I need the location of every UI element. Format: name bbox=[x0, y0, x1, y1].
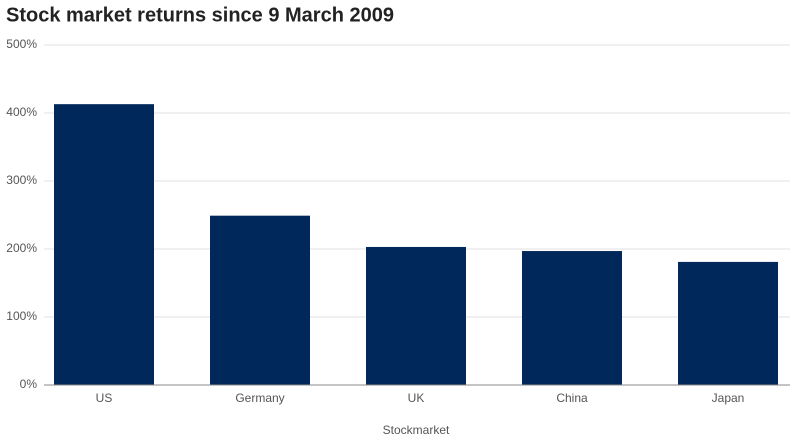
y-tick-label: 100% bbox=[6, 309, 37, 323]
bar bbox=[366, 246, 466, 385]
x-tick-label: US bbox=[96, 391, 113, 405]
x-tick-label: Japan bbox=[712, 391, 745, 405]
y-tick-label: 200% bbox=[6, 241, 37, 255]
y-tick-label: 300% bbox=[6, 173, 37, 187]
y-tick-label: 400% bbox=[6, 105, 37, 119]
x-tick-label: China bbox=[556, 391, 588, 405]
bar bbox=[522, 251, 622, 385]
x-tick-label: UK bbox=[408, 391, 425, 405]
bar bbox=[210, 215, 310, 385]
x-axis-label: Stockmarket bbox=[383, 423, 450, 437]
y-tick-label: 0% bbox=[20, 377, 38, 391]
bar bbox=[678, 261, 778, 385]
x-tick-label: Germany bbox=[235, 391, 284, 405]
bar bbox=[54, 104, 154, 385]
chart-title: Stock market returns since 9 March 2009 bbox=[6, 4, 394, 26]
y-tick-label: 500% bbox=[6, 37, 37, 51]
